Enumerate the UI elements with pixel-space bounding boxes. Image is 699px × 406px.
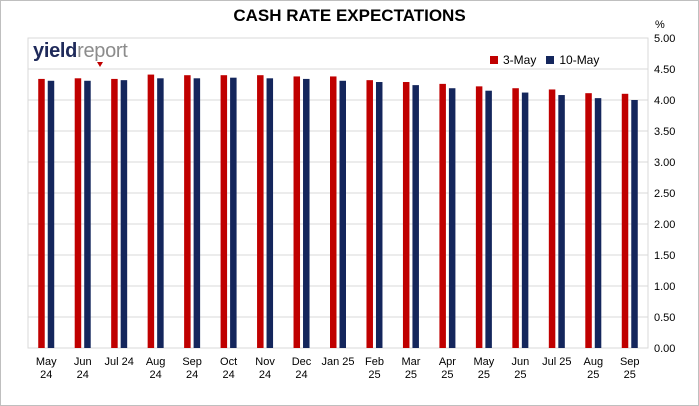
x-tick-label: 25 [368, 369, 380, 381]
chart-title: CASH RATE EXPECTATIONS [233, 6, 466, 25]
y-tick-label: 0.50 [654, 312, 675, 324]
legend-swatch-series-1 [490, 56, 498, 64]
x-tick-label: 25 [441, 369, 453, 381]
x-tick-label: 24 [259, 369, 271, 381]
bar-series-2 [266, 78, 274, 349]
bar-series-1 [257, 75, 264, 348]
bar-series-2 [485, 90, 492, 348]
bar-series-1 [475, 86, 483, 349]
bar-series-1 [74, 78, 82, 349]
bar-series-2 [303, 78, 310, 349]
x-tick-label: Feb [365, 356, 384, 368]
bar-series-1 [147, 74, 155, 348]
x-tick-label: Jan 25 [321, 356, 354, 368]
bar-series-2 [448, 88, 456, 348]
bar-series-2 [339, 80, 346, 348]
legend-label-series-2: 10-May [559, 53, 600, 67]
x-tick-label: 25 [405, 369, 417, 381]
x-tick-label: Aug [146, 356, 166, 368]
bar-series-1 [38, 78, 45, 349]
x-tick-label: Jul 25 [542, 356, 571, 368]
y-tick-label: 3.00 [654, 157, 675, 169]
bar-series-1 [585, 93, 592, 349]
logo-yield-text: yield [33, 40, 78, 62]
bar-series-1 [220, 75, 228, 348]
x-tick-label: 24 [295, 369, 307, 381]
bar-series-2 [631, 100, 638, 348]
bar-series-1 [293, 76, 301, 348]
x-tick-label: Dec [292, 356, 312, 368]
x-tick-label: Oct [220, 356, 237, 368]
x-tick-label: 25 [624, 369, 636, 381]
legend-item-series-2: 10-May [546, 53, 599, 67]
y-tick-label: 5.00 [654, 33, 675, 45]
bar-series-2 [558, 95, 565, 348]
x-tick-label: 24 [40, 369, 52, 381]
bar-series-2 [84, 80, 91, 348]
y-tick-label: 4.00 [654, 95, 675, 107]
x-tick-label: Jun [511, 356, 529, 368]
bar-series-1 [111, 78, 118, 349]
x-tick-label: 24 [77, 369, 89, 381]
x-tick-label: Jun [74, 356, 92, 368]
x-tick-label: 24 [150, 369, 162, 381]
y-tick-label: 1.00 [654, 281, 675, 293]
bar-series-1 [439, 83, 446, 348]
bar-series-1 [184, 75, 191, 348]
bar-series-2 [230, 77, 237, 349]
bar-series-1 [366, 80, 373, 348]
y-tick-label: 2.00 [654, 219, 675, 231]
chart-legend: 3-May 10-May [490, 53, 599, 67]
logo-report-text: report [77, 40, 128, 62]
x-tick-label: Sep [620, 356, 640, 368]
bar-series-2 [412, 85, 419, 349]
legend-item-series-1: 3-May [490, 53, 536, 67]
x-tick-label: 24 [186, 369, 198, 381]
x-tick-label: Nov [255, 356, 275, 368]
x-tick-label: 25 [478, 369, 490, 381]
y-axis-unit: % [655, 19, 665, 31]
bar-series-2 [120, 80, 128, 348]
legend-label-series-1: 3-May [503, 53, 537, 67]
x-tick-label: 25 [514, 369, 526, 381]
y-tick-label: 4.50 [654, 64, 675, 76]
x-tick-label: 24 [222, 369, 234, 381]
x-tick-label: Mar [401, 356, 420, 368]
x-tick-label: Apr [439, 356, 456, 368]
x-tick-label: Sep [182, 356, 202, 368]
y-tick-label: 3.50 [654, 126, 675, 138]
legend-swatch-series-2 [546, 56, 555, 64]
y-tick-label: 0.00 [654, 343, 675, 355]
yieldreport-logo: yieldreport [33, 40, 128, 67]
bar-series-2 [375, 82, 383, 349]
bar-series-1 [330, 76, 337, 348]
x-tick-label: Jul 24 [104, 356, 133, 368]
bar-series-2 [521, 92, 529, 348]
y-tick-label: 2.50 [654, 188, 675, 200]
x-tick-label: May [473, 356, 494, 368]
bar-series-1 [512, 88, 519, 348]
y-tick-label: 1.50 [654, 250, 675, 262]
x-tick-label: May [36, 356, 57, 368]
bar-series-1 [402, 82, 410, 349]
x-tick-label: 25 [587, 369, 599, 381]
bar-series-2 [594, 98, 602, 348]
logo-marker-icon [97, 62, 103, 67]
bar-series-1 [621, 93, 629, 348]
bar-series-2 [193, 78, 201, 349]
bar-series-1 [548, 89, 556, 349]
bar-series-2 [47, 80, 55, 348]
x-tick-label: Aug [584, 356, 604, 368]
bar-series-2 [157, 78, 164, 349]
